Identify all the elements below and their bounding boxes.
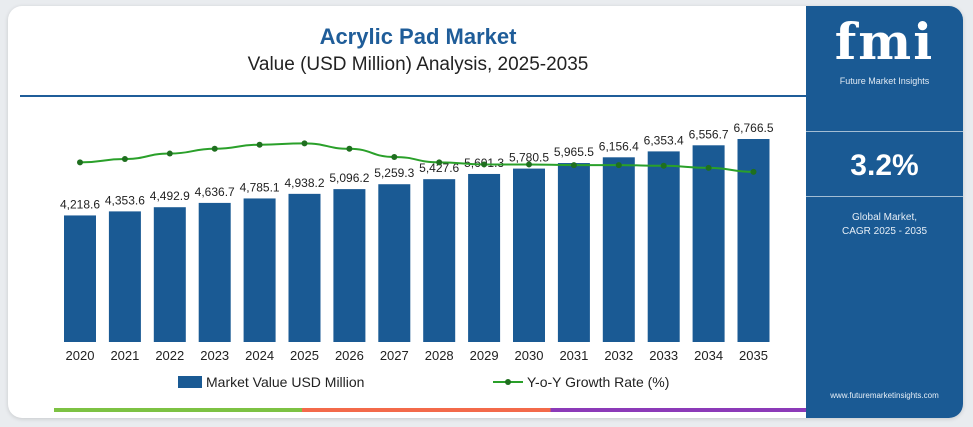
chart-card: Acrylic Pad Market Value (USD Million) A… bbox=[8, 6, 963, 418]
legend-bar-swatch bbox=[178, 376, 202, 388]
growth-point-2027 bbox=[391, 153, 398, 160]
bar-2032 bbox=[602, 157, 635, 342]
data-label-2020: 4,218.6 bbox=[60, 197, 100, 211]
cagr-label-line1: Global Market, bbox=[851, 212, 918, 223]
data-label-2031: 5,965.5 bbox=[554, 145, 594, 159]
logo-subtitle: Future Market Insights bbox=[839, 76, 930, 86]
side-panel: fmi Future Market Insights 3.2% Global M… bbox=[806, 6, 963, 418]
growth-point-2032 bbox=[615, 162, 622, 169]
data-label-2021: 4,353.6 bbox=[105, 193, 145, 207]
data-label-2022: 4,492.9 bbox=[150, 189, 190, 203]
bar-2026 bbox=[333, 189, 366, 342]
bar-2025 bbox=[288, 193, 321, 342]
growth-point-2031 bbox=[570, 162, 577, 169]
data-label-2034: 6,556.7 bbox=[689, 127, 729, 141]
title-divider bbox=[20, 95, 806, 97]
data-label-2026: 5,096.2 bbox=[329, 171, 369, 185]
x-tick-2031: 2031 bbox=[559, 348, 588, 363]
x-tick-2024: 2024 bbox=[245, 348, 274, 363]
growth-point-2026 bbox=[346, 145, 353, 152]
legend-line-swatch bbox=[493, 375, 523, 389]
bar-2031 bbox=[557, 163, 590, 342]
panel-divider-bottom bbox=[806, 196, 963, 197]
x-tick-2021: 2021 bbox=[110, 348, 139, 363]
bar-2021 bbox=[108, 211, 141, 342]
data-label-2027: 5,259.3 bbox=[374, 166, 414, 180]
x-tick-2027: 2027 bbox=[380, 348, 409, 363]
growth-point-2030 bbox=[526, 161, 532, 168]
data-label-2030: 5,780.5 bbox=[509, 151, 549, 165]
cagr-label: Global Market, CAGR 2025 - 2035 bbox=[806, 211, 963, 239]
x-tick-2035: 2035 bbox=[739, 348, 768, 363]
chart-subtitle: Value (USD Million) Analysis, 2025-2035 bbox=[247, 54, 589, 75]
legend-item-growth-rate: Y-o-Y Growth Rate (%) bbox=[493, 374, 669, 390]
bar-2020 bbox=[64, 215, 96, 342]
website-link[interactable]: www.futuremarketinsights.com bbox=[830, 391, 939, 400]
x-tick-2026: 2026 bbox=[335, 348, 364, 363]
legend-item-market-value: Market Value USD Million bbox=[178, 374, 364, 390]
growth-point-2034 bbox=[705, 164, 712, 171]
growth-point-2035 bbox=[750, 168, 757, 175]
cagr-value: 3.2% bbox=[850, 149, 919, 182]
bar-line-chart: 4,218.6 2020 4,353.6 2021 4,492.9 2022 4,636.7… bbox=[60, 121, 774, 363]
x-tick-2034: 2034 bbox=[694, 348, 723, 363]
growth-point-2028 bbox=[436, 159, 443, 166]
bar-2029 bbox=[468, 173, 501, 342]
data-label-2033: 6,353.4 bbox=[644, 133, 684, 147]
x-tick-2028: 2028 bbox=[425, 348, 454, 363]
panel-divider-top bbox=[806, 131, 963, 132]
x-tick-2022: 2022 bbox=[155, 348, 184, 363]
data-label-2024: 4,785.1 bbox=[240, 180, 280, 194]
growth-point-2022 bbox=[166, 150, 173, 157]
growth-point-2033 bbox=[660, 162, 667, 169]
legend-line-label: Y-o-Y Growth Rate (%) bbox=[527, 374, 670, 390]
growth-point-2029 bbox=[481, 161, 488, 168]
legend-bar-label: Market Value USD Million bbox=[206, 374, 365, 390]
bar-2034 bbox=[692, 145, 725, 342]
data-label-2028: 5,427.6 bbox=[419, 161, 459, 175]
chart-legend: Market Value USD Million Y-o-Y Growth Ra… bbox=[8, 374, 808, 394]
x-tick-2030: 2030 bbox=[515, 348, 544, 363]
x-tick-2032: 2032 bbox=[604, 348, 633, 363]
growth-point-2020 bbox=[77, 159, 83, 166]
growth-rate-line bbox=[79, 142, 754, 173]
chart-title: Acrylic Pad Market bbox=[319, 24, 517, 49]
data-label-2032: 6,156.4 bbox=[599, 139, 639, 153]
bar-2033 bbox=[647, 151, 680, 342]
x-tick-2029: 2029 bbox=[470, 348, 499, 363]
x-tick-2020: 2020 bbox=[66, 348, 95, 363]
color-accent-bar bbox=[54, 408, 806, 412]
x-tick-2025: 2025 bbox=[290, 348, 319, 363]
bar-2030 bbox=[513, 168, 545, 342]
bar-2027 bbox=[378, 184, 411, 342]
x-tick-2033: 2033 bbox=[649, 348, 678, 363]
bar-2028 bbox=[423, 179, 456, 342]
bar-2022 bbox=[153, 207, 186, 342]
fmi-logo: fmi bbox=[834, 12, 935, 71]
data-label-2025: 4,938.2 bbox=[284, 176, 324, 190]
bar-2023 bbox=[198, 202, 231, 342]
growth-point-2023 bbox=[211, 145, 218, 152]
growth-point-2025 bbox=[301, 140, 308, 147]
cagr-label-line2: CAGR 2025 - 2035 bbox=[841, 226, 928, 237]
data-label-2035: 6,766.5 bbox=[733, 121, 773, 135]
data-label-2023: 4,636.7 bbox=[195, 185, 235, 199]
x-tick-2023: 2023 bbox=[200, 348, 229, 363]
bar-2024 bbox=[243, 198, 276, 342]
growth-point-2024 bbox=[256, 141, 263, 148]
growth-point-2021 bbox=[121, 156, 128, 162]
